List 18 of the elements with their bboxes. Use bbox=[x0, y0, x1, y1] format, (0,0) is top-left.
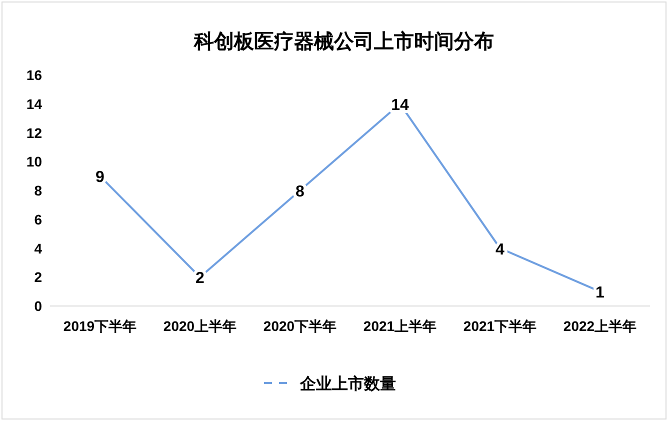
legend-label: 企业上市数量 bbox=[299, 375, 396, 393]
y-tick-label: 4 bbox=[34, 240, 42, 256]
x-tick-label: 2020上半年 bbox=[163, 318, 237, 334]
y-tick-label: 10 bbox=[26, 154, 42, 170]
x-tick-label: 2020下半年 bbox=[263, 318, 337, 334]
y-tick-label: 12 bbox=[26, 124, 42, 141]
data-label: 9 bbox=[96, 169, 105, 186]
x-tick-label: 2019下半年 bbox=[63, 318, 137, 334]
x-tick-label: 2021下半年 bbox=[463, 318, 537, 334]
y-tick-label: 2 bbox=[34, 269, 42, 286]
y-tick-label: 14 bbox=[26, 96, 42, 112]
chart-title: 科创板医疗器械公司上市时间分布 bbox=[193, 30, 494, 53]
y-tick-label: 0 bbox=[34, 298, 42, 314]
y-tick-label: 6 bbox=[34, 211, 42, 228]
x-tick-label: 2021上半年 bbox=[363, 318, 437, 334]
x-tick-label: 2022上半年 bbox=[563, 318, 637, 334]
y-tick-label: 16 bbox=[26, 67, 42, 83]
y-tick-label: 8 bbox=[34, 182, 42, 198]
